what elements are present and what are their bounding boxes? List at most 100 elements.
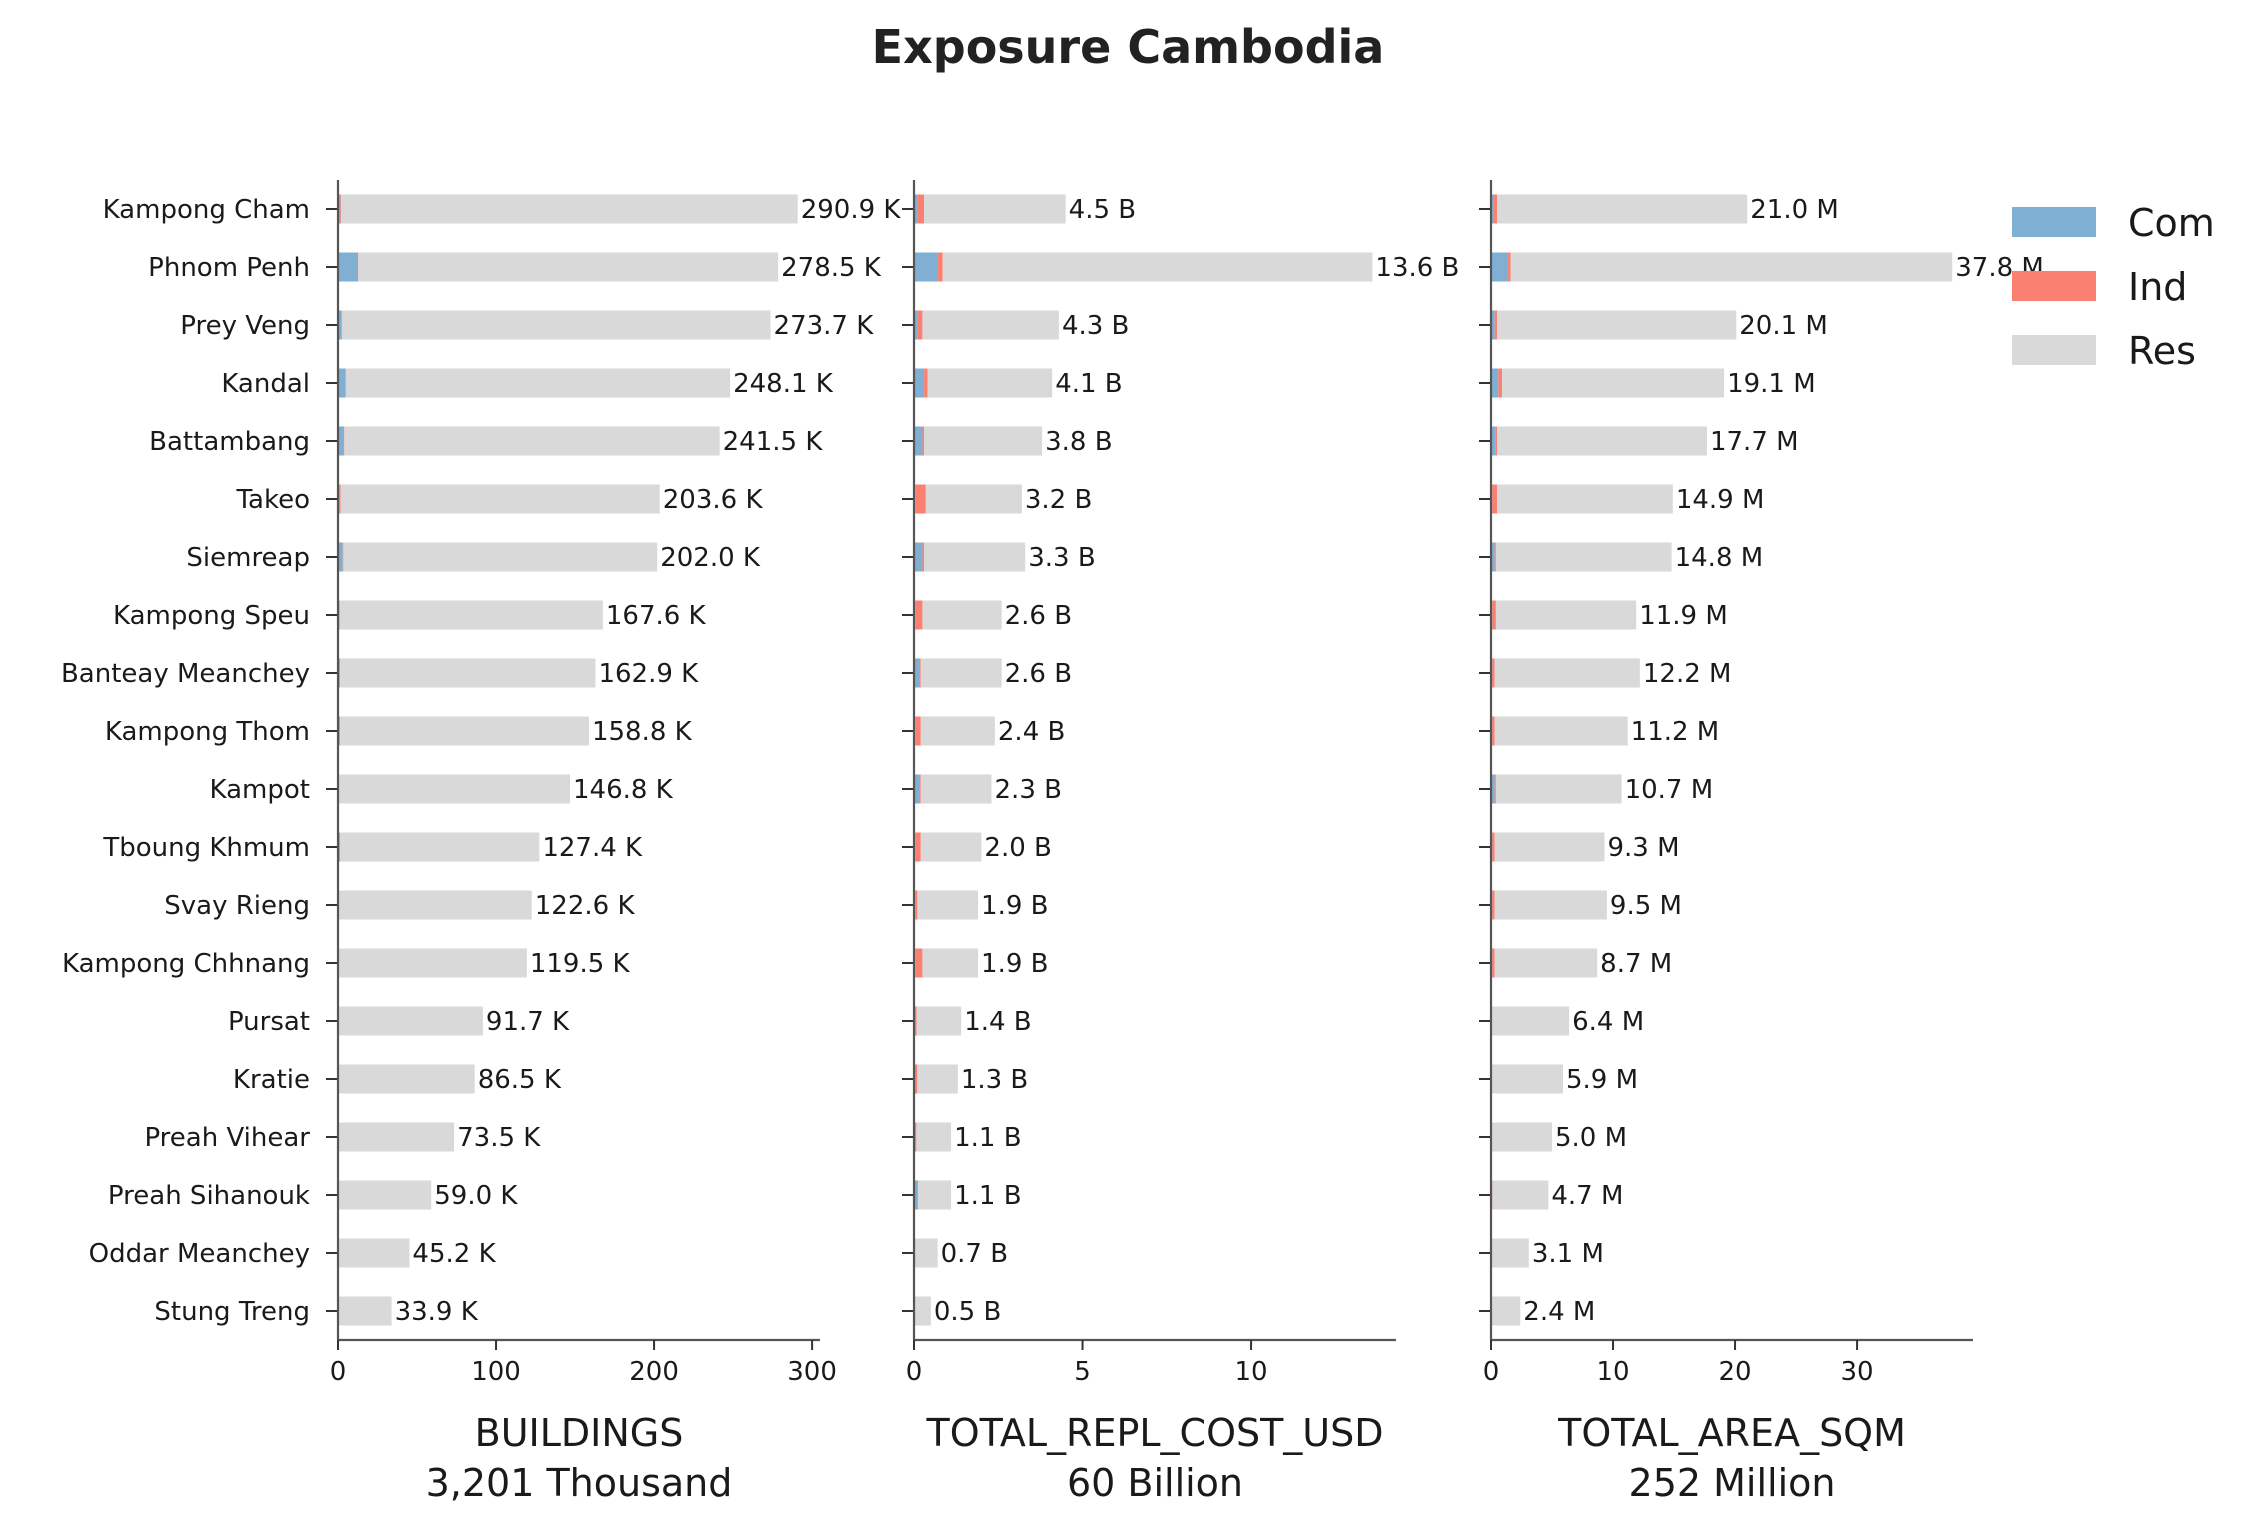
bar-res-banteay-meanchey: [1495, 659, 1640, 688]
x-tick-label: 0: [906, 1357, 923, 1387]
bar-ind-siemreap: [922, 543, 924, 572]
bar-ind-kandal: [345, 369, 346, 398]
bar-value-label: 241.5 K: [723, 427, 824, 457]
bar-ind-kampong-cham: [917, 195, 924, 224]
y-tick-label: Tboung Khmum: [102, 833, 310, 863]
bar-res-pursat: [917, 1007, 961, 1036]
y-tick-label: Takeo: [235, 485, 310, 515]
y-tick-label: Kampong Chhnang: [62, 949, 310, 979]
y-tick-label: Banteay Meanchey: [61, 659, 310, 689]
bar-res-kratie: [339, 1065, 475, 1094]
bar-res-tboung-khmum: [1495, 833, 1605, 862]
bar-ind-kandal: [924, 369, 927, 398]
bar-ind-kampong-speu: [916, 601, 923, 630]
bar-res-kampong-chhnang: [922, 949, 978, 978]
bar-value-label: 2.4 B: [998, 717, 1065, 747]
bar-value-label: 2.6 B: [1005, 659, 1072, 689]
bar-value-label: 146.8 K: [573, 775, 674, 805]
bar-value-label: 2.4 M: [1523, 1297, 1595, 1327]
y-tick-label: Phnom Penh: [148, 253, 310, 283]
bar-res-preah-vihear: [338, 1123, 454, 1152]
bar-res-kandal: [1502, 369, 1724, 398]
bar-value-label: 1.9 B: [981, 949, 1048, 979]
x-tick-label: 300: [787, 1357, 837, 1387]
bar-ind-prey-veng: [341, 311, 342, 340]
bar-res-siemreap: [1496, 543, 1672, 572]
bar-res-tboung-khmum: [340, 833, 539, 862]
bar-value-label: 9.5 M: [1610, 891, 1682, 921]
bar-res-phnom-penh: [358, 253, 778, 282]
bar-res-preah-sihanouk: [918, 1181, 951, 1210]
bar-res-kampot: [339, 775, 570, 804]
bar-value-label: 33.9 K: [395, 1297, 479, 1327]
bar-ind-tboung-khmum: [1492, 833, 1494, 862]
bar-ind-kampong-thom: [1492, 717, 1494, 746]
bar-res-preah-vihear: [916, 1123, 951, 1152]
bar-res-kandal: [927, 369, 1052, 398]
bar-ind-prey-veng: [1495, 311, 1497, 340]
bar-value-label: 0.5 B: [934, 1297, 1001, 1327]
x-axis-label: BUILDINGS: [475, 1411, 684, 1455]
bar-value-label: 6.4 M: [1572, 1007, 1644, 1037]
x-tick-label: 200: [629, 1357, 679, 1387]
bar-ind-kratie: [915, 1065, 917, 1094]
bar-ind-prey-veng: [917, 311, 922, 340]
bar-ind-takeo: [916, 485, 926, 514]
bar-value-label: 86.5 K: [478, 1065, 562, 1095]
bar-value-label: 0.7 B: [941, 1239, 1008, 1269]
bar-res-pursat: [1492, 1007, 1569, 1036]
bar-res-prey-veng: [1497, 311, 1736, 340]
bar-com-siemreap: [914, 543, 922, 572]
bar-value-label: 3.3 B: [1028, 543, 1095, 573]
bar-res-kampong-cham: [924, 195, 1066, 224]
bar-value-label: 14.8 M: [1675, 543, 1764, 573]
bar-ind-kampot: [919, 775, 921, 804]
y-tick-label: Pursat: [228, 1007, 310, 1037]
x-tick-label: 10: [1596, 1357, 1629, 1387]
bar-value-label: 12.2 M: [1643, 659, 1732, 689]
bar-res-kratie: [917, 1065, 957, 1094]
bar-res-kampong-chhnang: [339, 949, 527, 978]
bar-value-label: 3.8 B: [1045, 427, 1112, 457]
bar-res-svay-rieng: [917, 891, 978, 920]
bar-value-label: 14.9 M: [1676, 485, 1765, 515]
bar-value-label: 127.4 K: [542, 833, 643, 863]
y-tick-label: Stung Treng: [154, 1297, 310, 1327]
legend-label-ind: Ind: [2128, 265, 2187, 309]
bar-res-preah-sihanouk: [1493, 1181, 1549, 1210]
bar-value-label: 5.9 M: [1566, 1065, 1638, 1095]
x-axis-label: TOTAL_REPL_COST_USD: [925, 1411, 1383, 1455]
bar-value-label: 45.2 K: [412, 1239, 496, 1269]
bar-ind-phnom-penh: [1508, 253, 1510, 282]
bar-res-tboung-khmum: [921, 833, 982, 862]
bar-ind-preah-sihanouk: [917, 1181, 918, 1210]
x-axis-subtitle: 60 Billion: [1067, 1461, 1243, 1505]
y-tick-label: Kratie: [233, 1065, 310, 1095]
legend-label-res: Res: [2128, 329, 2196, 373]
x-tick-label: 100: [471, 1357, 521, 1387]
bar-ind-banteay-meanchey: [919, 659, 921, 688]
bar-ind-takeo: [1492, 485, 1497, 514]
bar-ind-svay-rieng: [916, 891, 918, 920]
bar-res-kandal: [346, 369, 730, 398]
bar-res-battambang: [924, 427, 1042, 456]
bar-res-kratie: [1492, 1065, 1563, 1094]
bar-value-label: 278.5 K: [781, 253, 882, 283]
bar-res-stung-treng: [915, 1297, 931, 1326]
y-tick-label: Siemreap: [186, 543, 310, 573]
bar-res-kampong-cham: [341, 195, 798, 224]
x-tick-label: 10: [1235, 1357, 1268, 1387]
bar-value-label: 167.6 K: [606, 601, 707, 631]
bar-res-takeo: [1497, 485, 1673, 514]
bar-ind-pursat: [915, 1007, 917, 1036]
bar-value-label: 122.6 K: [535, 891, 636, 921]
y-tick-label: Kampong Speu: [113, 601, 310, 631]
x-tick-label: 0: [1483, 1357, 1500, 1387]
y-tick-label: Svay Rieng: [164, 891, 310, 921]
bar-value-label: 9.3 M: [1607, 833, 1679, 863]
bar-value-label: 73.5 K: [457, 1123, 541, 1153]
bar-value-label: 17.7 M: [1710, 427, 1799, 457]
bar-ind-kampong-chhnang: [1492, 949, 1494, 978]
bar-res-kampong-speu: [340, 601, 603, 630]
bar-value-label: 91.7 K: [486, 1007, 570, 1037]
